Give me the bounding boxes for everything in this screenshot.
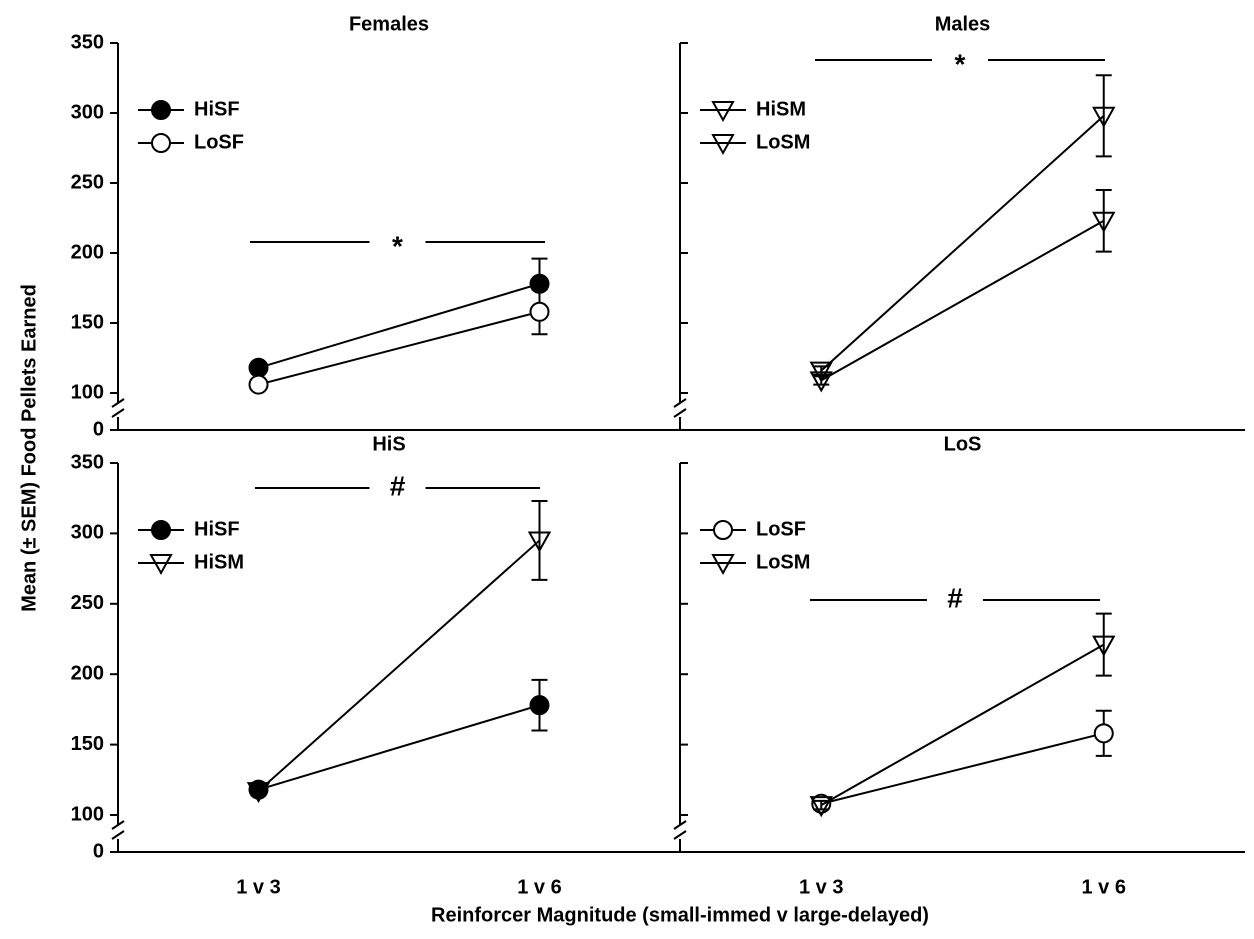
y-tick-label: 250 (71, 592, 104, 614)
data-point (527, 531, 552, 553)
legend-marker (151, 100, 171, 120)
legend-marker (711, 134, 735, 156)
data-point (809, 371, 833, 393)
y-tick-label: 200 (71, 662, 104, 684)
panel-title: LoS (944, 433, 982, 455)
significance-symbol: * (392, 230, 403, 261)
data-point (529, 695, 550, 716)
error-bar (1095, 189, 1112, 253)
legend-label: LoSM (756, 551, 810, 573)
axis-break (673, 820, 687, 830)
series-line (820, 115, 1105, 372)
axis-break (111, 830, 125, 840)
data-point (1093, 723, 1114, 744)
series-line (820, 643, 1105, 807)
axis-break (673, 408, 687, 418)
legend-marker (711, 101, 735, 123)
series-line (258, 310, 540, 386)
series-line (258, 704, 540, 791)
error-bar (813, 799, 830, 811)
x-tick-label: 1 v 6 (1082, 876, 1126, 898)
legend-label: HiSF (194, 518, 240, 540)
data-point (248, 357, 269, 378)
legend-marker (711, 554, 735, 576)
error-bar (813, 375, 830, 386)
y-tick-label: 350 (71, 31, 104, 53)
error-bar (250, 785, 267, 797)
y-axis-label: Mean (± SEM) Food Pellets Earned (18, 284, 40, 612)
panel-title: Males (935, 13, 991, 35)
series-line (821, 732, 1104, 805)
y-tick-label: 300 (71, 522, 104, 544)
legend-marker (151, 520, 171, 540)
series-line (257, 539, 541, 792)
x-tick-label: 1 v 3 (236, 876, 280, 898)
error-bar (1095, 612, 1112, 677)
error-bar (531, 500, 548, 581)
significance-symbol: # (947, 582, 963, 613)
y-tick-label: 150 (71, 733, 104, 755)
data-point (248, 374, 269, 395)
data-point (809, 796, 833, 818)
y-tick-label: 200 (71, 241, 104, 263)
legend-label: HiSM (756, 98, 806, 120)
data-point (1092, 635, 1116, 657)
data-point (246, 782, 271, 804)
data-point (1092, 106, 1116, 128)
y-tick-label: 150 (71, 311, 104, 333)
y-tick-label: 350 (71, 451, 104, 473)
y-tick-label: 300 (71, 101, 104, 123)
legend-marker (151, 133, 171, 153)
data-point (529, 301, 550, 322)
y-tick-label: 0 (93, 418, 104, 440)
panel-title: Females (349, 13, 429, 35)
series-line (820, 219, 1105, 382)
axis-break (111, 398, 125, 408)
legend-label: HiSF (194, 98, 240, 120)
data-point (1092, 211, 1116, 233)
axis-break (673, 398, 687, 408)
legend-marker (713, 520, 733, 540)
error-bar (1095, 74, 1112, 158)
y-tick-label: 100 (71, 803, 104, 825)
x-tick-label: 1 v 6 (517, 876, 561, 898)
axis-break (111, 408, 125, 418)
series-line (258, 282, 540, 369)
legend-marker (149, 554, 173, 576)
y-tick-label: 0 (93, 840, 104, 862)
x-axis-label: Reinforcer Magnitude (small-immed v larg… (431, 904, 929, 926)
axis-break (111, 820, 125, 830)
significance-symbol: * (955, 48, 966, 79)
legend-label: LoSF (194, 131, 244, 153)
y-tick-label: 250 (71, 171, 104, 193)
legend-label: LoSF (756, 518, 806, 540)
significance-symbol: # (390, 470, 406, 501)
x-tick-label: 1 v 3 (799, 876, 843, 898)
panel-title: HiS (372, 433, 405, 455)
axis-break (673, 830, 687, 840)
legend-label: HiSM (194, 551, 244, 573)
legend-label: LoSM (756, 131, 810, 153)
y-tick-label: 100 (71, 381, 104, 403)
